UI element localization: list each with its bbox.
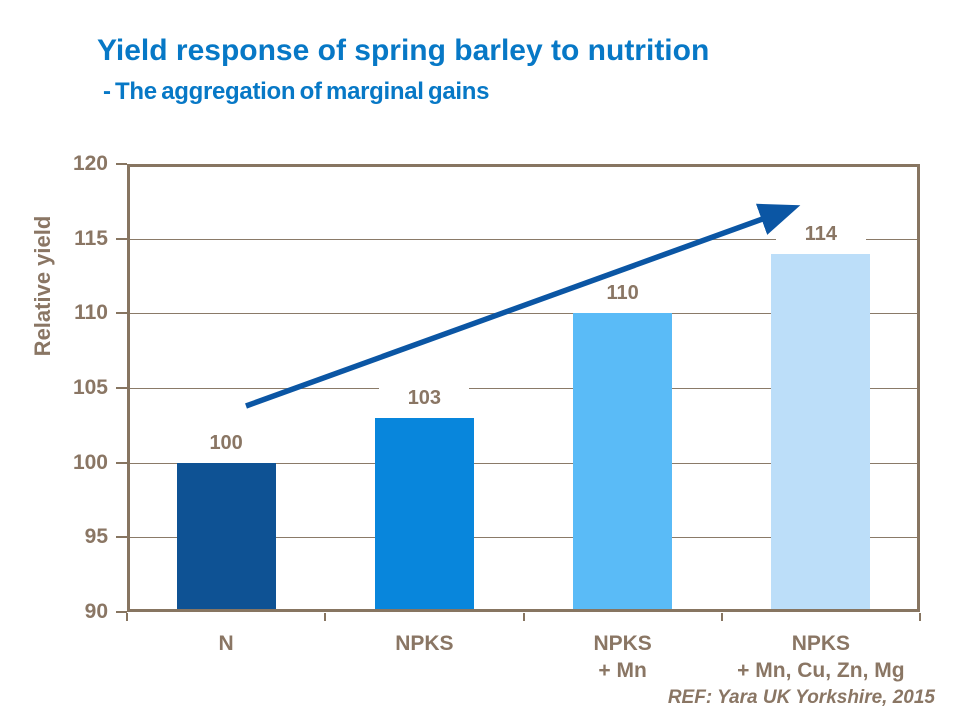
y-axis-tick xyxy=(116,462,127,464)
y-tick-label: 110 xyxy=(74,301,108,324)
value-label: 110 xyxy=(577,280,668,307)
x-axis-tick xyxy=(523,613,525,621)
x-axis-tick xyxy=(126,613,128,621)
y-tick-label: 120 xyxy=(72,152,108,175)
y-tick-label: 90 xyxy=(84,600,108,623)
category-label: NPKS + Mn, Cu, Zn, Mg xyxy=(691,630,951,684)
category-label: NPKS xyxy=(294,630,554,657)
y-axis-tick xyxy=(116,312,127,314)
x-axis-tick xyxy=(721,613,723,621)
y-axis-tick xyxy=(116,611,127,613)
category-label: NPKS + Mn xyxy=(493,630,753,684)
page-subtitle: - The aggregation of marginal gains xyxy=(103,78,490,105)
category-label-line: + Mn, Cu, Zn, Mg xyxy=(737,659,905,682)
x-axis-tick xyxy=(324,613,326,621)
y-tick-label: 100 xyxy=(72,451,108,474)
category-label: N xyxy=(96,630,356,657)
value-label: 103 xyxy=(379,384,470,411)
y-tick-label: 115 xyxy=(74,227,108,250)
category-label-line: + Mn xyxy=(598,659,647,682)
y-axis-tick xyxy=(116,536,127,538)
bar-npks xyxy=(374,417,474,612)
gridline xyxy=(130,463,917,464)
y-tick-label: 95 xyxy=(84,525,108,548)
bar-npks-mn xyxy=(573,313,673,612)
x-axis-tick xyxy=(919,613,921,621)
value-label: 114 xyxy=(775,220,866,247)
category-label-line: NPKS xyxy=(395,632,454,655)
bar-n xyxy=(176,462,276,612)
y-axis-tick xyxy=(116,238,127,240)
gridline xyxy=(130,537,917,538)
bar-npks-mn-cu-zn-mg xyxy=(771,253,871,612)
y-axis-tick xyxy=(116,387,127,389)
y-tick-label: 105 xyxy=(72,376,108,399)
category-label-line: NPKS xyxy=(593,632,652,655)
category-label-line: N xyxy=(218,632,234,655)
value-label: 100 xyxy=(181,429,272,456)
reference-note: REF: Yara UK Yorkshire, 2015 xyxy=(667,687,935,708)
y-axis-tick xyxy=(116,163,127,165)
page-title: Yield response of spring barley to nutri… xyxy=(97,34,710,67)
category-label-line: NPKS xyxy=(791,632,851,655)
